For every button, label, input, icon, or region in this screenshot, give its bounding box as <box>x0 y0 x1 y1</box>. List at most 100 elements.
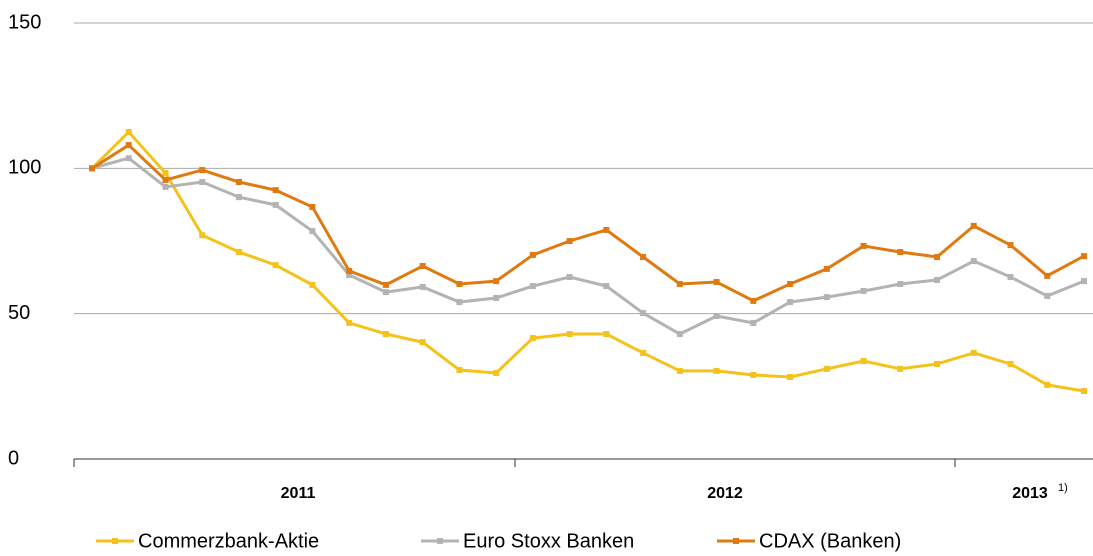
point-marker <box>162 169 169 176</box>
point-marker <box>493 278 500 285</box>
point-marker <box>750 371 757 378</box>
point-marker <box>456 367 463 374</box>
y-tick-label: 0 <box>8 447 19 469</box>
series-line <box>90 129 1085 393</box>
y-tick-label: 150 <box>8 11 41 33</box>
point-marker <box>934 360 941 367</box>
point-marker <box>640 349 647 356</box>
point-marker <box>934 276 941 283</box>
point-marker <box>1007 242 1014 249</box>
point-marker <box>235 194 242 201</box>
point-marker <box>750 297 757 304</box>
point-marker <box>346 272 353 279</box>
point-marker <box>1044 272 1051 279</box>
point-marker <box>603 226 610 233</box>
point-marker <box>897 249 904 256</box>
point-marker <box>860 287 867 294</box>
point-marker <box>1044 292 1051 299</box>
point-marker <box>199 178 206 185</box>
legend-label: Euro Stoxx Banken <box>463 530 634 552</box>
point-marker <box>235 178 242 185</box>
point-marker <box>125 142 132 149</box>
point-marker <box>897 281 904 288</box>
point-marker <box>456 281 463 288</box>
point-marker <box>529 283 536 290</box>
point-marker <box>640 253 647 260</box>
point-marker <box>713 367 720 374</box>
point-marker <box>309 281 316 288</box>
y-tick-label: 50 <box>8 302 30 324</box>
point-marker <box>162 176 169 183</box>
point-marker <box>1080 253 1087 260</box>
point-marker <box>787 299 794 306</box>
point-marker <box>125 155 132 162</box>
series-line <box>91 156 1085 336</box>
point-marker <box>346 267 353 274</box>
point-marker <box>970 349 977 356</box>
y-tick-label: 100 <box>8 157 41 179</box>
point-marker <box>419 339 426 346</box>
point-marker <box>676 331 683 338</box>
point-marker <box>750 319 757 326</box>
point-marker <box>199 232 206 239</box>
point-marker <box>89 165 95 172</box>
legend-label: Commerzbank-Aktie <box>138 530 319 552</box>
point-marker <box>309 203 316 210</box>
point-marker <box>493 369 500 376</box>
point-marker <box>272 201 279 208</box>
legend-marker <box>112 538 118 544</box>
point-marker <box>272 187 279 194</box>
point-marker <box>970 258 977 265</box>
point-marker <box>823 365 830 372</box>
point-marker <box>970 222 977 229</box>
point-marker <box>640 310 647 317</box>
point-marker <box>199 167 206 174</box>
point-marker <box>676 367 683 374</box>
point-marker <box>1007 360 1014 367</box>
point-marker <box>1080 278 1087 285</box>
point-marker <box>529 335 536 342</box>
point-marker <box>787 374 794 381</box>
x-group-label: 2011 <box>281 485 316 502</box>
series-line <box>91 143 1085 303</box>
point-marker <box>787 281 794 288</box>
point-marker <box>456 299 463 306</box>
point-marker <box>309 228 316 235</box>
point-marker <box>1044 381 1051 388</box>
point-marker <box>713 278 720 285</box>
legend-marker <box>437 538 443 544</box>
point-marker <box>235 249 242 256</box>
legend-marker <box>733 538 739 544</box>
x-group-label: 2013 <box>1012 485 1048 502</box>
point-marker <box>272 262 279 269</box>
point-marker <box>860 242 867 249</box>
point-marker <box>676 281 683 288</box>
point-marker <box>897 365 904 372</box>
point-marker <box>346 319 353 326</box>
point-marker <box>566 238 573 244</box>
point-marker <box>566 274 573 281</box>
point-marker <box>382 281 389 288</box>
point-marker <box>566 331 573 338</box>
x-group-label: 2012 <box>707 485 743 502</box>
point-marker <box>934 253 941 260</box>
footnote: 1) <box>1058 482 1068 494</box>
point-marker <box>603 283 610 290</box>
point-marker <box>860 358 867 365</box>
point-marker <box>382 331 389 338</box>
point-marker <box>162 183 169 190</box>
point-marker <box>493 294 500 301</box>
point-marker <box>419 262 426 269</box>
point-marker <box>529 251 536 258</box>
point-marker <box>419 283 426 290</box>
point-marker <box>1080 387 1087 394</box>
point-marker <box>823 294 830 301</box>
point-marker <box>823 265 830 272</box>
point-marker <box>125 129 132 135</box>
point-marker <box>1007 274 1014 281</box>
legend-label: CDAX (Banken) <box>759 530 901 552</box>
point-marker <box>382 289 389 296</box>
point-marker <box>603 331 610 338</box>
point-marker <box>713 312 720 319</box>
